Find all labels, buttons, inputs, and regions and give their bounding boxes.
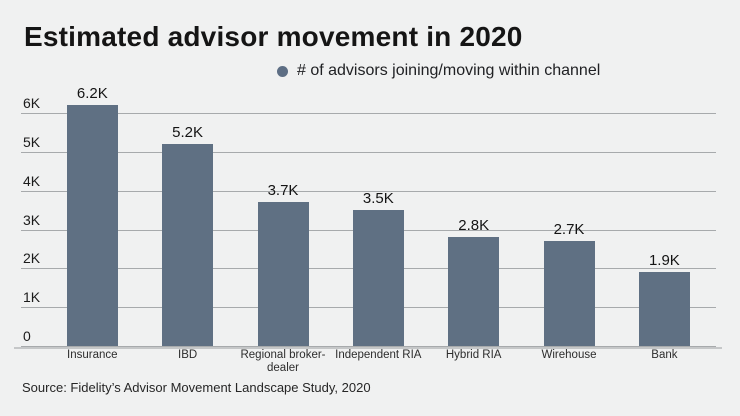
y-tick-label: 2K (23, 250, 41, 267)
bar-value-label: 2.8K (458, 217, 490, 235)
x-axis-line (14, 346, 722, 349)
bar-regional-broker-dealer (257, 202, 309, 346)
y-tick-label: 1K (23, 289, 41, 306)
bar-value-label: 2.7K (553, 221, 585, 239)
x-axis-category-label: Independent RIA (335, 349, 422, 361)
bar-hybrid-ria (448, 237, 500, 346)
legend-label: # of advisors joining/moving within chan… (297, 62, 601, 79)
y-tick-label: 3K (23, 211, 41, 228)
bar-ibd (162, 144, 214, 346)
x-axis-category-label: Bank (651, 349, 678, 361)
x-axis-category-label: Insurance (67, 349, 118, 361)
y-tick-label: 4K (23, 172, 41, 189)
bar-value-label: 3.5K (362, 190, 394, 208)
gridline-4k (21, 190, 716, 192)
gridline-6k (21, 113, 716, 114)
x-axis-category-label: Wirehouse (541, 349, 597, 361)
bar-value-label: 1.9K (648, 252, 680, 270)
source-note: Source: Fidelity’s Advisor Movement Land… (22, 380, 371, 395)
bar-independent-ria (352, 210, 404, 346)
y-tick-label: 0 (23, 328, 31, 344)
bar-value-label: 5.2K (172, 124, 204, 142)
x-axis-category-label: Regional broker-dealer (240, 349, 326, 374)
y-tick-label: 5K (23, 133, 41, 150)
bar-insurance (66, 105, 118, 346)
bar-bank (638, 272, 690, 346)
x-axis-category-label: IBD (178, 349, 198, 361)
legend: # of advisors joining/moving within chan… (277, 62, 600, 80)
bar-value-label: 3.7K (267, 182, 299, 200)
bar-value-label: 6.2K (76, 85, 108, 103)
y-tick-label: 6K (23, 95, 41, 111)
chart-title: Estimated advisor movement in 2020 (24, 21, 523, 52)
x-axis-category-label: Hybrid RIA (445, 349, 502, 361)
bar-wirehouse (543, 241, 595, 346)
gridline-5k (21, 151, 716, 153)
legend-marker-icon (277, 65, 288, 77)
gridline-0 (21, 346, 716, 347)
